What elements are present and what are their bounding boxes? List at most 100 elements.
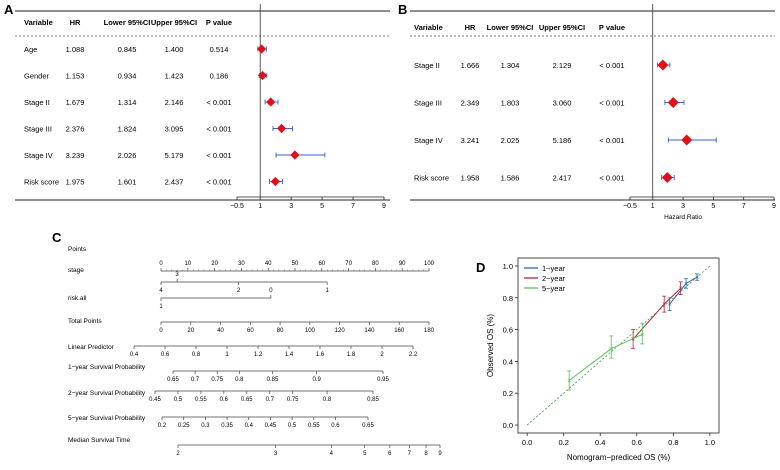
nomogram-1-year-survival-probability-tick-label: 0.95 [377, 377, 389, 383]
forest-a-hr-diamond [266, 97, 276, 107]
forest-b-row-variable: Stage III [414, 99, 442, 108]
forest-a-col-header: Lower 95%CI [104, 18, 151, 27]
nomogram-total-points-tick-label: 140 [364, 328, 375, 334]
forest-b-hr-diamond [681, 134, 693, 146]
forest-b-row-pvalue: < 0.001 [599, 136, 624, 145]
calibration-y-tick-label: 0.2 [503, 389, 513, 398]
nomogram-linear-predictor-tick-label: 0.4 [130, 352, 139, 358]
nomogram-points-tick-label: 30 [238, 261, 245, 267]
forest-a-col-header: P value [206, 18, 232, 27]
forest-b-row-upper: 3.060 [553, 99, 572, 108]
nomogram-5-year-survival-probability-tick-label: 0.6 [331, 423, 340, 429]
nomogram-5-year-survival-probability-tick-label: 0.45 [265, 423, 277, 429]
calibration-series-1year-point: × [668, 302, 672, 309]
forest-b-col-header: HR [465, 23, 476, 32]
forest-b-row-upper: 2.417 [553, 174, 572, 183]
forest-b-x-tick-label: 7 [742, 203, 746, 210]
nomogram-linear-predictor-tick-label: 1 [225, 352, 229, 358]
nomogram-points-tick-label: 50 [292, 261, 299, 267]
forest-b-x-tick-label: 5 [711, 203, 715, 210]
forest-a-hr-diamond [257, 70, 268, 81]
forest-a-hr-diamond [276, 123, 287, 134]
calibration-y-tick-label: 0.4 [503, 357, 513, 366]
panel-label-b: B [398, 2, 407, 17]
nomogram-stage-tick-label: 3 [175, 272, 179, 278]
forest-a-row-pvalue: 0.514 [210, 45, 229, 54]
forest-a-row-hr: 1.088 [66, 45, 85, 54]
calibration-legend-label: 1−year [542, 264, 566, 273]
calibration-x-tick-label: 1.0 [705, 438, 715, 447]
calibration-series-2year-point: × [679, 286, 683, 293]
forest-b-col-header: Upper 95%CI [539, 23, 585, 32]
nomogram-2-year-survival-probability-tick-label: 0.75 [287, 397, 299, 403]
forest-a-row-hr: 1.975 [66, 178, 85, 187]
nomogram-5-year-survival-probability-tick-label: 0.35 [221, 423, 233, 429]
nomogram-2-year-survival-probability-tick-label: 0.85 [367, 397, 379, 403]
nomogram-5-year-survival-probability-tick-label: 0.25 [178, 423, 190, 429]
forest-a-row-pvalue: < 0.001 [206, 125, 231, 134]
forest-b-row-lower: 2.025 [501, 136, 520, 145]
nomogram-linear-predictor-tick-label: 1.4 [285, 352, 294, 358]
forest-b-x-tick-label: 1 [651, 203, 655, 210]
nomogram-total-points-tick-label: 80 [277, 328, 284, 334]
forest-b-row-upper: 2.129 [553, 61, 572, 70]
forest-b-row-lower: 1.803 [501, 99, 520, 108]
nomogram-median-survival-time-tick-label: 6 [388, 451, 392, 457]
nomogram-total-points-tick-label: 0 [159, 328, 163, 334]
forest-a-col-header: Upper 95%CI [151, 18, 197, 27]
nomogram-5-year-survival-probability-tick-label: 0.5 [288, 423, 297, 429]
forest-b-row-variable: Stage IV [414, 136, 443, 145]
forest-a-row-variable: Stage IV [24, 151, 53, 160]
nomogram-median-survival-time-tick-label: 3 [274, 451, 278, 457]
nomogram-2-year-survival-probability-tick-label: 0.7 [266, 397, 275, 403]
nomogram-median-survival-time-tick-label: 4 [330, 451, 334, 457]
forest-a-x-tick-label: 3 [289, 203, 293, 210]
nomogram-points-tick-label: 100 [424, 261, 435, 267]
forest-a-row-lower: 1.601 [118, 178, 137, 187]
forest-b-row-hr: 1.958 [461, 174, 480, 183]
forest-b-row-variable: Risk score [414, 174, 449, 183]
nomogram-5-year-survival-probability-tick-label: 0.65 [362, 423, 374, 429]
calibration-plot-frame [517, 257, 720, 434]
forest-b-x-tick-label: 9 [772, 203, 776, 210]
nomogram-total-points-tick-label: 100 [305, 328, 316, 334]
calibration-x-tick-label: 0.0 [522, 438, 532, 447]
forest-a-x-tick-label: 1 [258, 203, 262, 210]
forest-a-col-header: HR [70, 18, 81, 27]
nomogram-risk-all-tick-label: 0 [269, 288, 273, 294]
calibration-x-label: Nomogram−prediced OS (%) [567, 453, 671, 462]
forest-a-row-variable: Risk score [24, 178, 59, 187]
calibration-x-tick-label: 0.2 [558, 438, 568, 447]
panel-label-d: D [476, 260, 485, 275]
forest-a-row-lower: 0.934 [118, 72, 137, 81]
nomogram-points-label: Points [68, 246, 87, 253]
calibration-y-tick-label: 0.8 [503, 294, 513, 303]
nomogram-points-tick-label: 0 [159, 261, 163, 267]
nomogram-linear-predictor-tick-label: 2.2 [409, 352, 418, 358]
nomogram-total-points-label: Total Points [68, 318, 102, 325]
nomogram-2-year-survival-probability-tick-label: 0.5 [174, 397, 183, 403]
nomogram-1-year-survival-probability-tick-label: 0.9 [313, 377, 322, 383]
forest-b-hr-diamond [661, 172, 673, 183]
nomogram-risk-all-tick-label: 1 [159, 304, 163, 310]
nomogram-total-points-tick-label: 60 [247, 328, 254, 334]
calibration-legend-label: 2−year [542, 274, 566, 283]
calibration-series-5year-point: × [567, 378, 571, 385]
forest-b-x-tick-label: 3 [681, 203, 685, 210]
nomogram-median-survival-time-label: Median Survival Time [68, 437, 131, 444]
forest-a-row-upper: 1.423 [165, 72, 184, 81]
nomogram-1-year-survival-probability-tick-label: 0.75 [211, 377, 223, 383]
nomogram-points-tick-label: 60 [318, 261, 325, 267]
nomogram-5-year-survival-probability-label: 5−year Survival Probability [68, 415, 146, 422]
nomogram-stage-tick-label: 2 [237, 288, 241, 294]
forest-b-col-header: Lower 95%CI [487, 23, 534, 32]
nomogram-5-year-survival-probability-tick-label: 0.3 [201, 423, 210, 429]
calibration-series-1year-point: × [684, 281, 688, 288]
nomogram-5-year-survival-probability-tick-label: 0.2 [158, 423, 167, 429]
forest-a-hr-diamond [270, 176, 280, 187]
calibration-y-tick-label: 0.0 [503, 421, 513, 430]
nomogram-2-year-survival-probability-tick-label: 0.65 [241, 397, 253, 403]
nomogram-linear-predictor-tick-label: 2 [380, 352, 384, 358]
nomogram-5-year-survival-probability-tick-label: 0.55 [308, 423, 320, 429]
